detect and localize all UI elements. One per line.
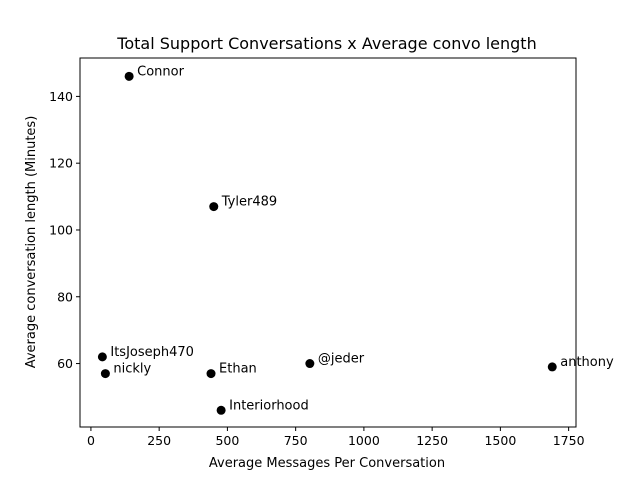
- data-point-label: ItsJoseph470: [110, 345, 194, 360]
- data-point: [100, 369, 110, 379]
- x-tick-label: 250: [147, 433, 171, 448]
- y-axis-label: Average conversation length (Minutes): [24, 116, 39, 369]
- data-point-label: Interiorhood: [229, 398, 309, 413]
- data-point-label: Tyler489: [221, 195, 277, 210]
- y-tick-label: 100: [49, 222, 73, 237]
- data-point: [547, 362, 557, 372]
- y-tick-label: 140: [49, 89, 73, 104]
- data-point: [206, 369, 216, 379]
- x-tick-label: 1750: [553, 433, 585, 448]
- x-tick-label: 1250: [416, 433, 448, 448]
- x-tick-label: 500: [215, 433, 239, 448]
- data-points: Connor Tyler489 ItsJoseph470 nickly Ethan Int…: [97, 64, 614, 415]
- data-point-label: Connor: [137, 64, 184, 79]
- x-tick-label: 1500: [484, 433, 516, 448]
- chart-title: Total Support Conversations x Average co…: [116, 34, 536, 53]
- x-axis-label: Average Messages Per Conversation: [209, 456, 445, 471]
- data-point-label: @jeder: [318, 352, 365, 367]
- y-tick-label: 60: [57, 356, 73, 371]
- x-tick-label: 750: [284, 433, 308, 448]
- data-point: [216, 405, 226, 415]
- y-axis-ticks: 60 80 100 120 140: [49, 89, 80, 371]
- data-point-label: Ethan: [219, 362, 257, 377]
- data-point-label: nickly: [113, 362, 151, 377]
- data-point: [305, 359, 315, 369]
- plot-area-frame: [79, 57, 577, 428]
- data-point: [97, 352, 107, 362]
- y-tick-label: 120: [49, 156, 73, 171]
- data-point: [209, 202, 219, 212]
- x-axis-ticks: 0 250 500 750 1000 1250 1500 1750: [87, 427, 585, 448]
- data-point: [124, 71, 134, 81]
- x-tick-label: 1000: [348, 433, 380, 448]
- data-point-label: anthony: [560, 355, 614, 370]
- x-tick-label: 0: [87, 433, 95, 448]
- y-tick-label: 80: [57, 289, 73, 304]
